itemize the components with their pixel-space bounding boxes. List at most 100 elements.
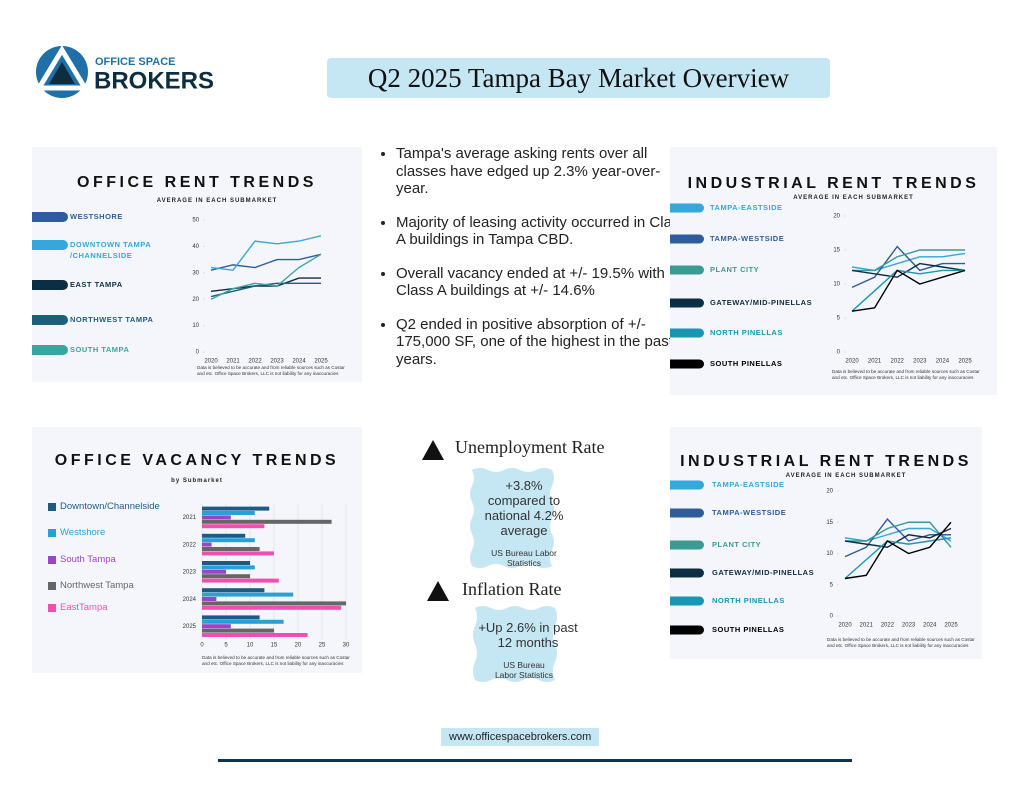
y-tick-label: 30 [192,270,199,276]
bullet: Majority of leasing activity occurred in… [396,214,688,249]
x-tick-label: 2025 [944,623,958,629]
legend-label: GATEWAY/MID-PINELLAS [712,568,815,577]
x-tick-label: 5 [224,643,228,649]
legend-label: SOUTH PINELLAS [712,625,785,634]
stats-graphics [422,440,557,682]
footer-url[interactable]: www.officespacebrokers.com [441,728,600,746]
legend-swatch [32,345,68,355]
stat-source: US Bureau Labor Statistics [491,548,557,568]
chart-subtitle: AVERAGE IN EACH SUBMARKET [785,473,907,479]
legend-label: GATEWAY/MID-PINELLAS [710,298,813,307]
chart-subtitle: AVERAGE IN EACH SUBMARKET [793,195,914,201]
legend-swatch [670,568,704,578]
legend-label: South Tampa [60,554,116,565]
line-series [851,262,966,278]
y-tick-label: 2025 [183,624,197,630]
line-series [852,249,965,272]
bar [202,633,308,637]
x-tick-label: 2025 [314,359,328,365]
x-tick-label: 2021 [860,623,874,629]
x-tick-label: 2023 [913,359,927,365]
bullet: Overall vacancy ended at +/- 19.5% with … [396,265,688,300]
bullet: Q2 ended in positive absorption of +/- 1… [396,316,688,369]
chart-title: OFFICE RENT TRENDS [77,174,317,191]
x-tick-label: 2021 [226,359,240,365]
y-tick-label: 20 [833,214,840,220]
legend-swatch [48,503,56,511]
bar [202,511,255,515]
bar [202,515,231,520]
bar [202,506,270,511]
legend-label: EAST TAMPA [70,280,123,289]
plot: 0 10 20 30 40 50 2020 2021 2022 2023 2024 2025 [32,212,328,365]
legend-swatch [32,280,68,290]
legend-swatch [670,508,704,518]
stat-title: Unemployment Rate [455,437,605,457]
chart-note: Data is believed to be accurate and from… [832,369,980,380]
x-tick-label: 20 [295,643,302,649]
chart-subtitle: AVERAGE IN EACH SUBMARKET [156,198,278,204]
chart-subtitle: by Submarket [171,478,223,484]
stat-title: Inflation Rate [462,579,562,599]
bar [202,624,231,629]
line-series [844,521,952,580]
bar [202,519,332,524]
legend-label: DOWNTOWN TAMPA /CHANNELSIDE [70,240,151,260]
bullet-list: Tampa's average asking rents over all cl… [378,145,688,384]
x-tick-label: 25 [319,643,326,649]
line-series [851,245,965,289]
legend-label: SOUTH PINELLAS [710,359,783,368]
bar [202,574,250,579]
legend-swatch [32,212,68,222]
y-tick-label: 2021 [183,515,197,521]
legend-label: SOUTH TAMPA [70,345,130,354]
y-tick-label: 0 [830,614,834,620]
bar [202,542,212,547]
legend-label: Downtown/Channelside [60,501,160,512]
legend-label: TAMPA-EASTSIDE [712,480,785,489]
y-tick-label: 10 [826,551,833,557]
chart-note: Data is believed to be accurate and from… [202,655,350,666]
legend-swatch [32,240,68,250]
x-tick-label: 2022 [881,623,895,629]
line-series [845,521,952,548]
legend-swatch [670,480,704,490]
x-tick-label: 2022 [891,359,905,365]
y-tick-label: 2023 [183,570,197,576]
line-series [844,537,952,580]
x-tick-label: 2024 [292,359,306,365]
chart-note: Data is believed to be accurate and from… [827,637,975,648]
x-tick-label: 2021 [868,359,882,365]
line-series [210,277,321,292]
legend-swatch [670,328,704,338]
legend-label: PLANT CITY [712,540,762,549]
bar [202,597,217,601]
bar [202,628,274,633]
chart-panel: OFFICE RENT TRENDS AVERAGE IN EACH SUBMAR… [32,147,362,382]
legend-swatch [670,265,704,275]
line-series [851,269,965,312]
bar [202,533,246,538]
x-tick-label: 2020 [845,359,859,365]
chart-title: INDUSTRIAL RENT TRENDS [687,175,980,192]
line-series [851,269,966,312]
legend-swatch [670,234,704,244]
stat-text: +Up 2.6% in past 12 months [478,620,578,650]
chart-title: INDUSTRIAL RENT TRENDS [680,453,972,470]
legend-label: TAMPA-EASTSIDE [710,203,783,212]
bar [202,565,255,570]
legend-swatch [670,298,704,308]
legend-label: NORTH PINELLAS [712,596,785,605]
legend-label: PLANT CITY [710,265,760,274]
logo-top: OFFICE SPACE [95,56,175,68]
logo: OFFICE SPACE BROKERS [35,45,214,98]
chart-panel: INDUSTRIAL RENT TRENDS AVERAGE IN EACH SU… [670,147,997,395]
x-tick-label: 0 [200,643,204,649]
legend-swatch [48,529,56,537]
bar [202,524,265,529]
y-tick-label: 10 [833,282,840,288]
x-tick-label: 2023 [270,359,284,365]
